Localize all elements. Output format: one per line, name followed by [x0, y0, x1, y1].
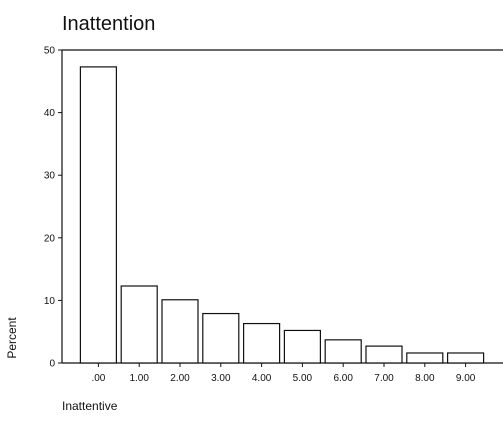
- x-tick-label: 8.00: [415, 373, 435, 384]
- bar-8: [365, 345, 403, 364]
- x-tick-label: 7.00: [374, 373, 394, 384]
- y-tick-label: 10: [44, 296, 56, 307]
- x-tick-label: 2.00: [170, 373, 190, 384]
- bar-2: [120, 285, 158, 364]
- x-tick-label: 9.00: [456, 373, 476, 384]
- bar-series: [79, 66, 485, 364]
- x-tick-label: 6.00: [333, 373, 353, 384]
- y-tick-label: 20: [44, 233, 56, 244]
- y-tick-label: 50: [44, 46, 56, 57]
- bar-9: [406, 352, 444, 364]
- x-tick-label: 3.00: [211, 373, 231, 384]
- y-axis: [58, 49, 503, 364]
- x-tick-labels: .00 1.00 2.00 3.00 4.00 5.00 6.00 7.00 8.00 9.00: [91, 373, 475, 384]
- bar-4: [202, 312, 240, 364]
- bar-5: [243, 322, 281, 364]
- y-tick-label: 40: [44, 108, 56, 119]
- x-tick-label: 4.00: [252, 373, 272, 384]
- bar-1: [79, 66, 118, 364]
- bar-7: [324, 339, 362, 364]
- x-tick-label: 5.00: [293, 373, 313, 384]
- x-tick-label: .00: [91, 373, 105, 384]
- x-axis-label: Inattentive: [62, 399, 118, 413]
- y-axis-label: Percent: [5, 317, 19, 359]
- bar-6: [283, 329, 321, 364]
- y-tick-label: 30: [44, 171, 56, 182]
- y-tick-label: 0: [49, 359, 55, 370]
- y-tick-labels: 0 10 20 30 40 50: [44, 46, 56, 370]
- bar-10: [447, 352, 485, 364]
- chart-title: Inattention: [62, 13, 155, 35]
- bar-3: [161, 299, 199, 364]
- x-tick-label: 1.00: [129, 373, 149, 384]
